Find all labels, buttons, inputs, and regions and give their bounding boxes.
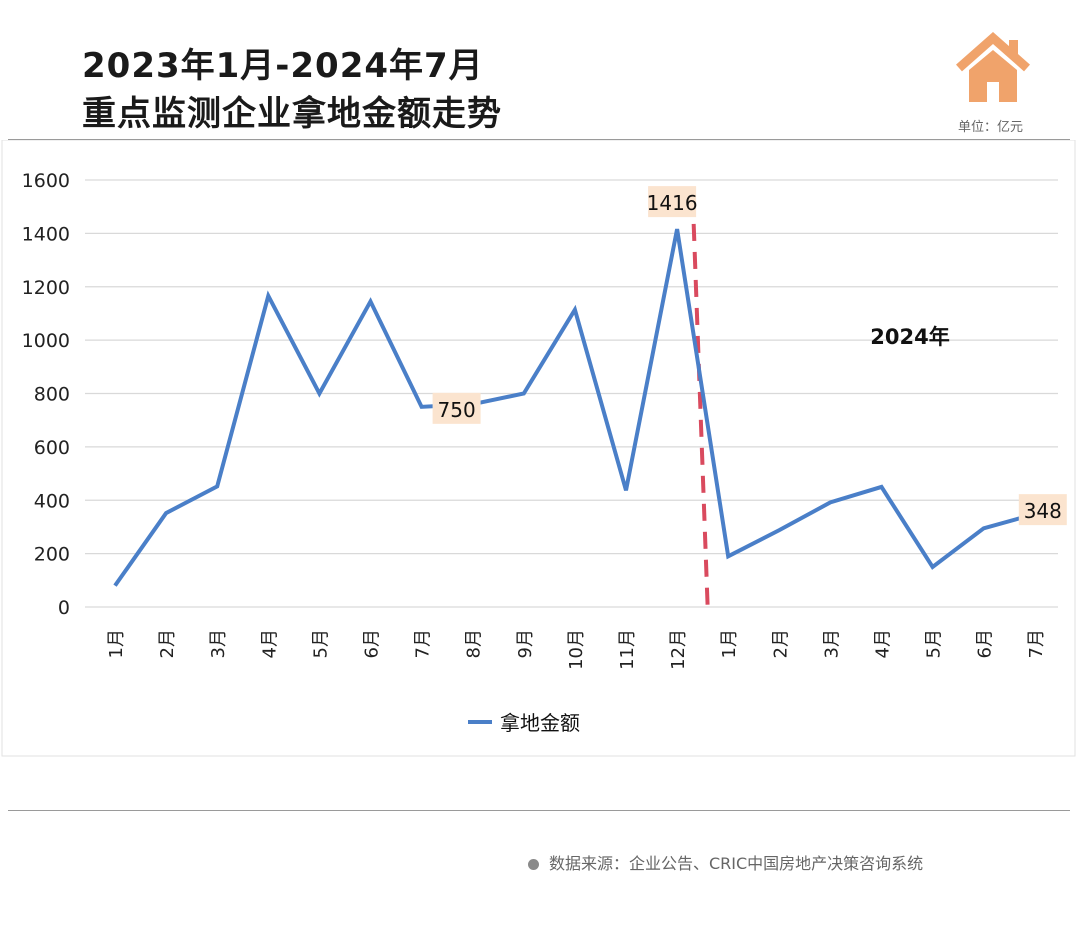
x-tick-label: 12月	[668, 629, 689, 670]
legend-label: 拿地金额	[500, 711, 580, 735]
plot-frame	[1, 140, 1076, 757]
x-tick-label: 8月	[464, 629, 485, 658]
x-tick-label: 5月	[310, 629, 331, 658]
data-label-bg	[648, 186, 697, 218]
series-line-拿地金额	[113, 228, 1036, 587]
x-tick-label: 2月	[770, 629, 791, 658]
x-tick-label: 2月	[157, 629, 178, 658]
x-tick-label: 4月	[259, 629, 280, 658]
x-tick-label: 7月	[413, 629, 434, 658]
x-tick-label: 11月	[617, 629, 638, 670]
year-annotation: 2024年	[870, 325, 949, 349]
y-tick-label: 1400	[22, 223, 70, 245]
bullet-icon	[528, 859, 539, 870]
data-label: 1416	[647, 191, 698, 215]
x-tick-label: 6月	[362, 629, 383, 658]
x-tick-label: 3月	[821, 629, 842, 658]
x-tick-label: 5月	[924, 629, 945, 658]
y-tick-label: 1600	[22, 170, 70, 192]
y-tick-label: 200	[34, 544, 70, 566]
house-icon	[956, 32, 1030, 102]
y-tick-label: 0	[58, 597, 70, 619]
source-text: 数据来源：企业公告、CRIC中国房地产决策咨询系统	[549, 854, 924, 873]
x-tick-label: 1月	[106, 629, 127, 658]
y-tick-label: 1200	[22, 277, 70, 299]
title-line-1: 2023年1月-2024年7月	[82, 46, 484, 86]
x-tick-label: 4月	[873, 629, 894, 658]
y-tick-label: 400	[34, 490, 70, 512]
data-label: 348	[1024, 499, 1062, 523]
footer-divider	[8, 810, 1070, 811]
x-tick-label: 7月	[1026, 629, 1047, 658]
y-tick-label: 800	[34, 384, 70, 406]
line-chart: 0 200 400 600 800 1000 1200 1400 1600 1月 2月 3月 4月 5月 6…	[1, 140, 1076, 757]
x-tick-label: 3月	[208, 629, 229, 658]
data-label: 750	[438, 398, 476, 422]
y-tick-label: 600	[34, 437, 70, 459]
source-note: 数据来源：企业公告、CRIC中国房地产决策咨询系统	[528, 850, 923, 874]
unit-label: 单位：亿元	[958, 120, 1024, 135]
x-tick-label: 9月	[515, 629, 536, 658]
y-tick-label: 1000	[22, 330, 70, 352]
x-tick-label: 1月	[719, 629, 740, 658]
year-divider	[690, 195, 710, 608]
x-tick-label: 6月	[975, 629, 996, 658]
data-label-bg	[1018, 494, 1067, 526]
x-tick-label: 10月	[566, 629, 587, 670]
title-line-2: 重点监测企业拿地金额走势	[82, 94, 502, 134]
data-label-bg	[432, 392, 481, 424]
